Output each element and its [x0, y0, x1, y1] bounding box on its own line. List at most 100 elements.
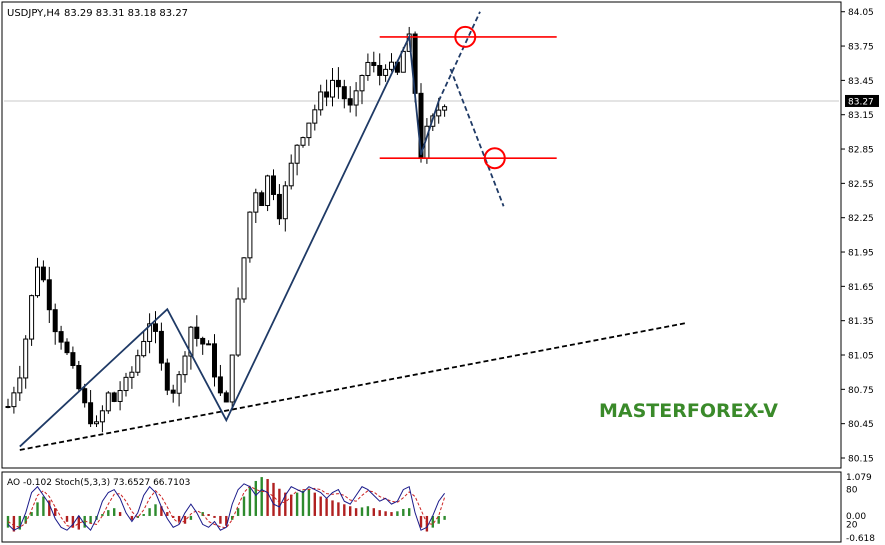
- projection-down-line[interactable]: [449, 68, 505, 207]
- candles: [5, 26, 448, 433]
- candle: [300, 136, 306, 148]
- chart-header-ohlc: 83.29 83.31 83.18 83.27: [64, 8, 188, 19]
- price-axis: 84.05 83.75 83.45 83.15 82.85 82.55 82.25 81.95…: [841, 8, 879, 464]
- candle: [259, 190, 265, 207]
- price-axis-label: 82.85: [848, 146, 874, 156]
- price-axis-label: 83.45: [848, 77, 874, 87]
- candle: [40, 260, 46, 283]
- candle: [117, 381, 123, 411]
- candle: [347, 86, 353, 113]
- candle: [123, 372, 129, 397]
- candle: [335, 67, 341, 99]
- candle: [170, 384, 176, 403]
- candle: [377, 53, 383, 86]
- candle: [341, 79, 347, 109]
- candle: [442, 104, 448, 117]
- candle: [312, 104, 318, 131]
- candle: [76, 360, 82, 391]
- price-axis-label: 81.05: [848, 352, 874, 362]
- candle: [58, 325, 64, 350]
- candle: [282, 181, 288, 232]
- candle: [153, 311, 158, 344]
- candle: [188, 325, 194, 370]
- candle: [111, 391, 117, 403]
- candle: [182, 351, 188, 383]
- candle: [135, 349, 141, 376]
- price-axis-label: 81.95: [848, 249, 874, 259]
- oscillator-axis-label: 1.079: [846, 473, 872, 483]
- candle: [389, 53, 394, 72]
- candle: [212, 334, 217, 387]
- drawn-objects: [19, 11, 687, 451]
- price-axis-label: 80.75: [848, 386, 874, 396]
- candle: [35, 257, 40, 298]
- candle: [158, 322, 164, 371]
- candle: [318, 84, 324, 116]
- price-panel[interactable]: [1, 1, 842, 469]
- current-price-label: 83.27: [848, 97, 874, 107]
- candle: [241, 257, 247, 303]
- candle: [46, 266, 52, 324]
- price-axis-label: 80.45: [848, 420, 874, 430]
- candle: [29, 294, 35, 346]
- candle: [52, 303, 58, 345]
- candle: [17, 365, 23, 401]
- candle: [223, 390, 229, 403]
- current-price-tag: [845, 94, 879, 107]
- candle: [64, 338, 70, 355]
- candle: [94, 415, 99, 427]
- projection-up-line[interactable]: [437, 11, 481, 102]
- candle: [105, 391, 111, 414]
- candle: [206, 340, 212, 346]
- candle: [129, 366, 135, 389]
- watermark: MASTERFOREX-V: [599, 400, 778, 422]
- candle: [353, 82, 359, 117]
- candle: [23, 335, 29, 389]
- candle: [324, 79, 330, 107]
- candle: [229, 354, 235, 410]
- candle: [253, 188, 259, 223]
- target-circle-mark[interactable]: [483, 147, 506, 170]
- candle: [141, 331, 147, 358]
- price-axis-label: 83.75: [848, 43, 874, 53]
- candle: [82, 383, 88, 408]
- support-trendline[interactable]: [19, 322, 687, 451]
- price-axis-label: 82.55: [848, 180, 874, 190]
- oscillator-axis-label: -0.618: [846, 534, 875, 544]
- candle: [200, 336, 206, 355]
- oscillator-axis-label: 80: [846, 486, 858, 496]
- candle: [235, 287, 241, 358]
- candle: [147, 313, 153, 354]
- candle: [99, 405, 105, 433]
- oscillator-axis-label: 20: [846, 520, 858, 530]
- chart-header-symbol: USDJPY,H4: [7, 8, 60, 19]
- price-axis-label: 82.25: [848, 214, 874, 224]
- stoch-signal-line: [7, 485, 446, 529]
- stoch-main-line: [7, 483, 446, 532]
- candle: [176, 370, 182, 407]
- price-axis-label: 81.65: [848, 283, 874, 293]
- zigzag-line[interactable]: [19, 33, 440, 448]
- candle: [294, 144, 300, 176]
- candle: [365, 53, 371, 81]
- price-axis-label: 81.35: [848, 317, 874, 327]
- target-circle-mark[interactable]: [454, 25, 477, 48]
- candle: [194, 315, 200, 347]
- candle: [265, 174, 271, 212]
- oscillator-axis-label: 0.00: [846, 512, 866, 522]
- candle: [11, 386, 17, 414]
- candle: [359, 74, 365, 105]
- price-axis-label: 80.15: [848, 454, 874, 464]
- candle: [88, 390, 94, 427]
- candle: [247, 211, 253, 263]
- candle: [383, 64, 389, 82]
- price-axis-label: 83.15: [848, 111, 874, 121]
- candle: [271, 169, 276, 201]
- candle: [164, 358, 170, 396]
- candle: [371, 51, 377, 73]
- candle: [330, 67, 335, 107]
- candle: [217, 364, 223, 397]
- candle: [5, 398, 11, 409]
